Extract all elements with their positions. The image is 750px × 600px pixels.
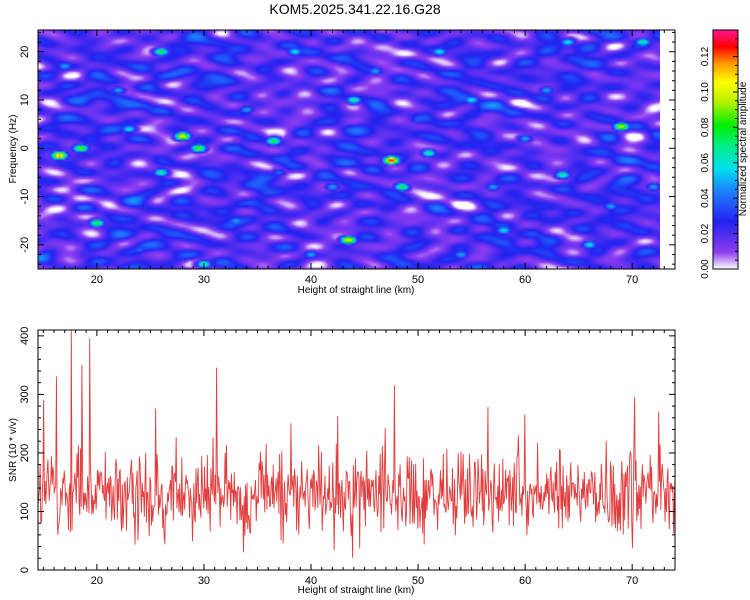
snr-y-tick-label: 400 bbox=[19, 327, 31, 345]
snr-x-axis: 20 30 40 50 60 70 bbox=[42, 330, 676, 587]
spectrogram-y-tick-label: 10 bbox=[19, 94, 31, 106]
spectrogram-x-tick-label: 30 bbox=[198, 274, 210, 286]
spectrogram-x-tick-label: 70 bbox=[626, 274, 638, 286]
snr-x-tick-label: 50 bbox=[412, 575, 424, 587]
snr-background bbox=[38, 330, 675, 570]
snr-x-tick-label: 30 bbox=[198, 575, 210, 587]
colorbar-tick-label: 0.02 bbox=[700, 223, 711, 243]
colorbar-tick-label: 0.08 bbox=[700, 117, 711, 137]
spectrogram-x-axis: 20 30 40 50 60 70 bbox=[42, 30, 665, 286]
snr-y-axis: 0 100 200 300 400 bbox=[19, 327, 675, 573]
spectrogram-frame bbox=[37, 29, 676, 270]
colorbar-tick-label: 0.00 bbox=[700, 259, 711, 279]
spectrogram-y-label: Frequency (Hz) bbox=[8, 115, 19, 184]
snr-series bbox=[38, 330, 675, 558]
spectrogram-x-tick-label: 60 bbox=[519, 274, 531, 286]
colorbar-frame bbox=[712, 29, 739, 270]
snr-y-tick-label: 0 bbox=[19, 567, 31, 573]
figure-title: KOM5.2025.341.22.16.G28 bbox=[269, 1, 440, 17]
spectrogram-panel: 20 30 40 50 60 70 -20 -10 0 10 20 Height of strai… bbox=[8, 29, 676, 296]
snr-frame bbox=[37, 329, 676, 571]
snr-x-tick-label: 20 bbox=[91, 575, 103, 587]
spectrogram-x-tick-label: 50 bbox=[412, 274, 424, 286]
colorbar-tick-label: 0.10 bbox=[700, 82, 711, 102]
spectrogram-y-tick-label: 20 bbox=[19, 46, 31, 58]
snr-x-tick-label: 60 bbox=[519, 575, 531, 587]
colorbar-tick-label: 0.04 bbox=[700, 188, 711, 208]
colorbar-tick-label: 0.12 bbox=[700, 46, 711, 66]
spectrogram-heatmap bbox=[38, 30, 660, 269]
colorbar: 0.00 0.02 0.04 0.06 0.08 0.10 0.12 Normalized … bbox=[700, 29, 749, 279]
snr-x-label: Height of straight line (km) bbox=[298, 585, 415, 596]
spectrogram-y-tick-label: -10 bbox=[19, 189, 31, 205]
snr-x-tick-label: 40 bbox=[305, 575, 317, 587]
snr-y-tick-label: 300 bbox=[19, 385, 31, 403]
spectrogram-x-label: Height of straight line (km) bbox=[298, 285, 415, 296]
spectrogram-y-tick-label: 0 bbox=[19, 145, 31, 151]
colorbar-ticks: 0.00 0.02 0.04 0.06 0.08 0.10 0.12 bbox=[700, 38, 738, 279]
snr-y-tick-label: 100 bbox=[19, 502, 31, 520]
colorbar-gradient bbox=[713, 30, 738, 269]
colorbar-tick-label: 0.06 bbox=[700, 153, 711, 173]
snr-x-tick-label: 70 bbox=[626, 575, 638, 587]
colorbar-label: Normalized spectral amplitude bbox=[738, 81, 749, 216]
snr-y-tick-label: 200 bbox=[19, 444, 31, 462]
spectrogram-y-axis: -20 -10 0 10 20 bbox=[19, 31, 675, 265]
snr-y-label: SNR (10 * v/v) bbox=[8, 418, 19, 482]
snr-panel: 20 30 40 50 60 70 0 100 200 300 400 Height of str… bbox=[8, 327, 676, 596]
snr-line bbox=[38, 330, 675, 558]
spectrogram-y-tick-label: -20 bbox=[19, 237, 31, 253]
spectrogram-x-tick-label: 20 bbox=[91, 274, 103, 286]
spectrogram-x-tick-label: 40 bbox=[305, 274, 317, 286]
